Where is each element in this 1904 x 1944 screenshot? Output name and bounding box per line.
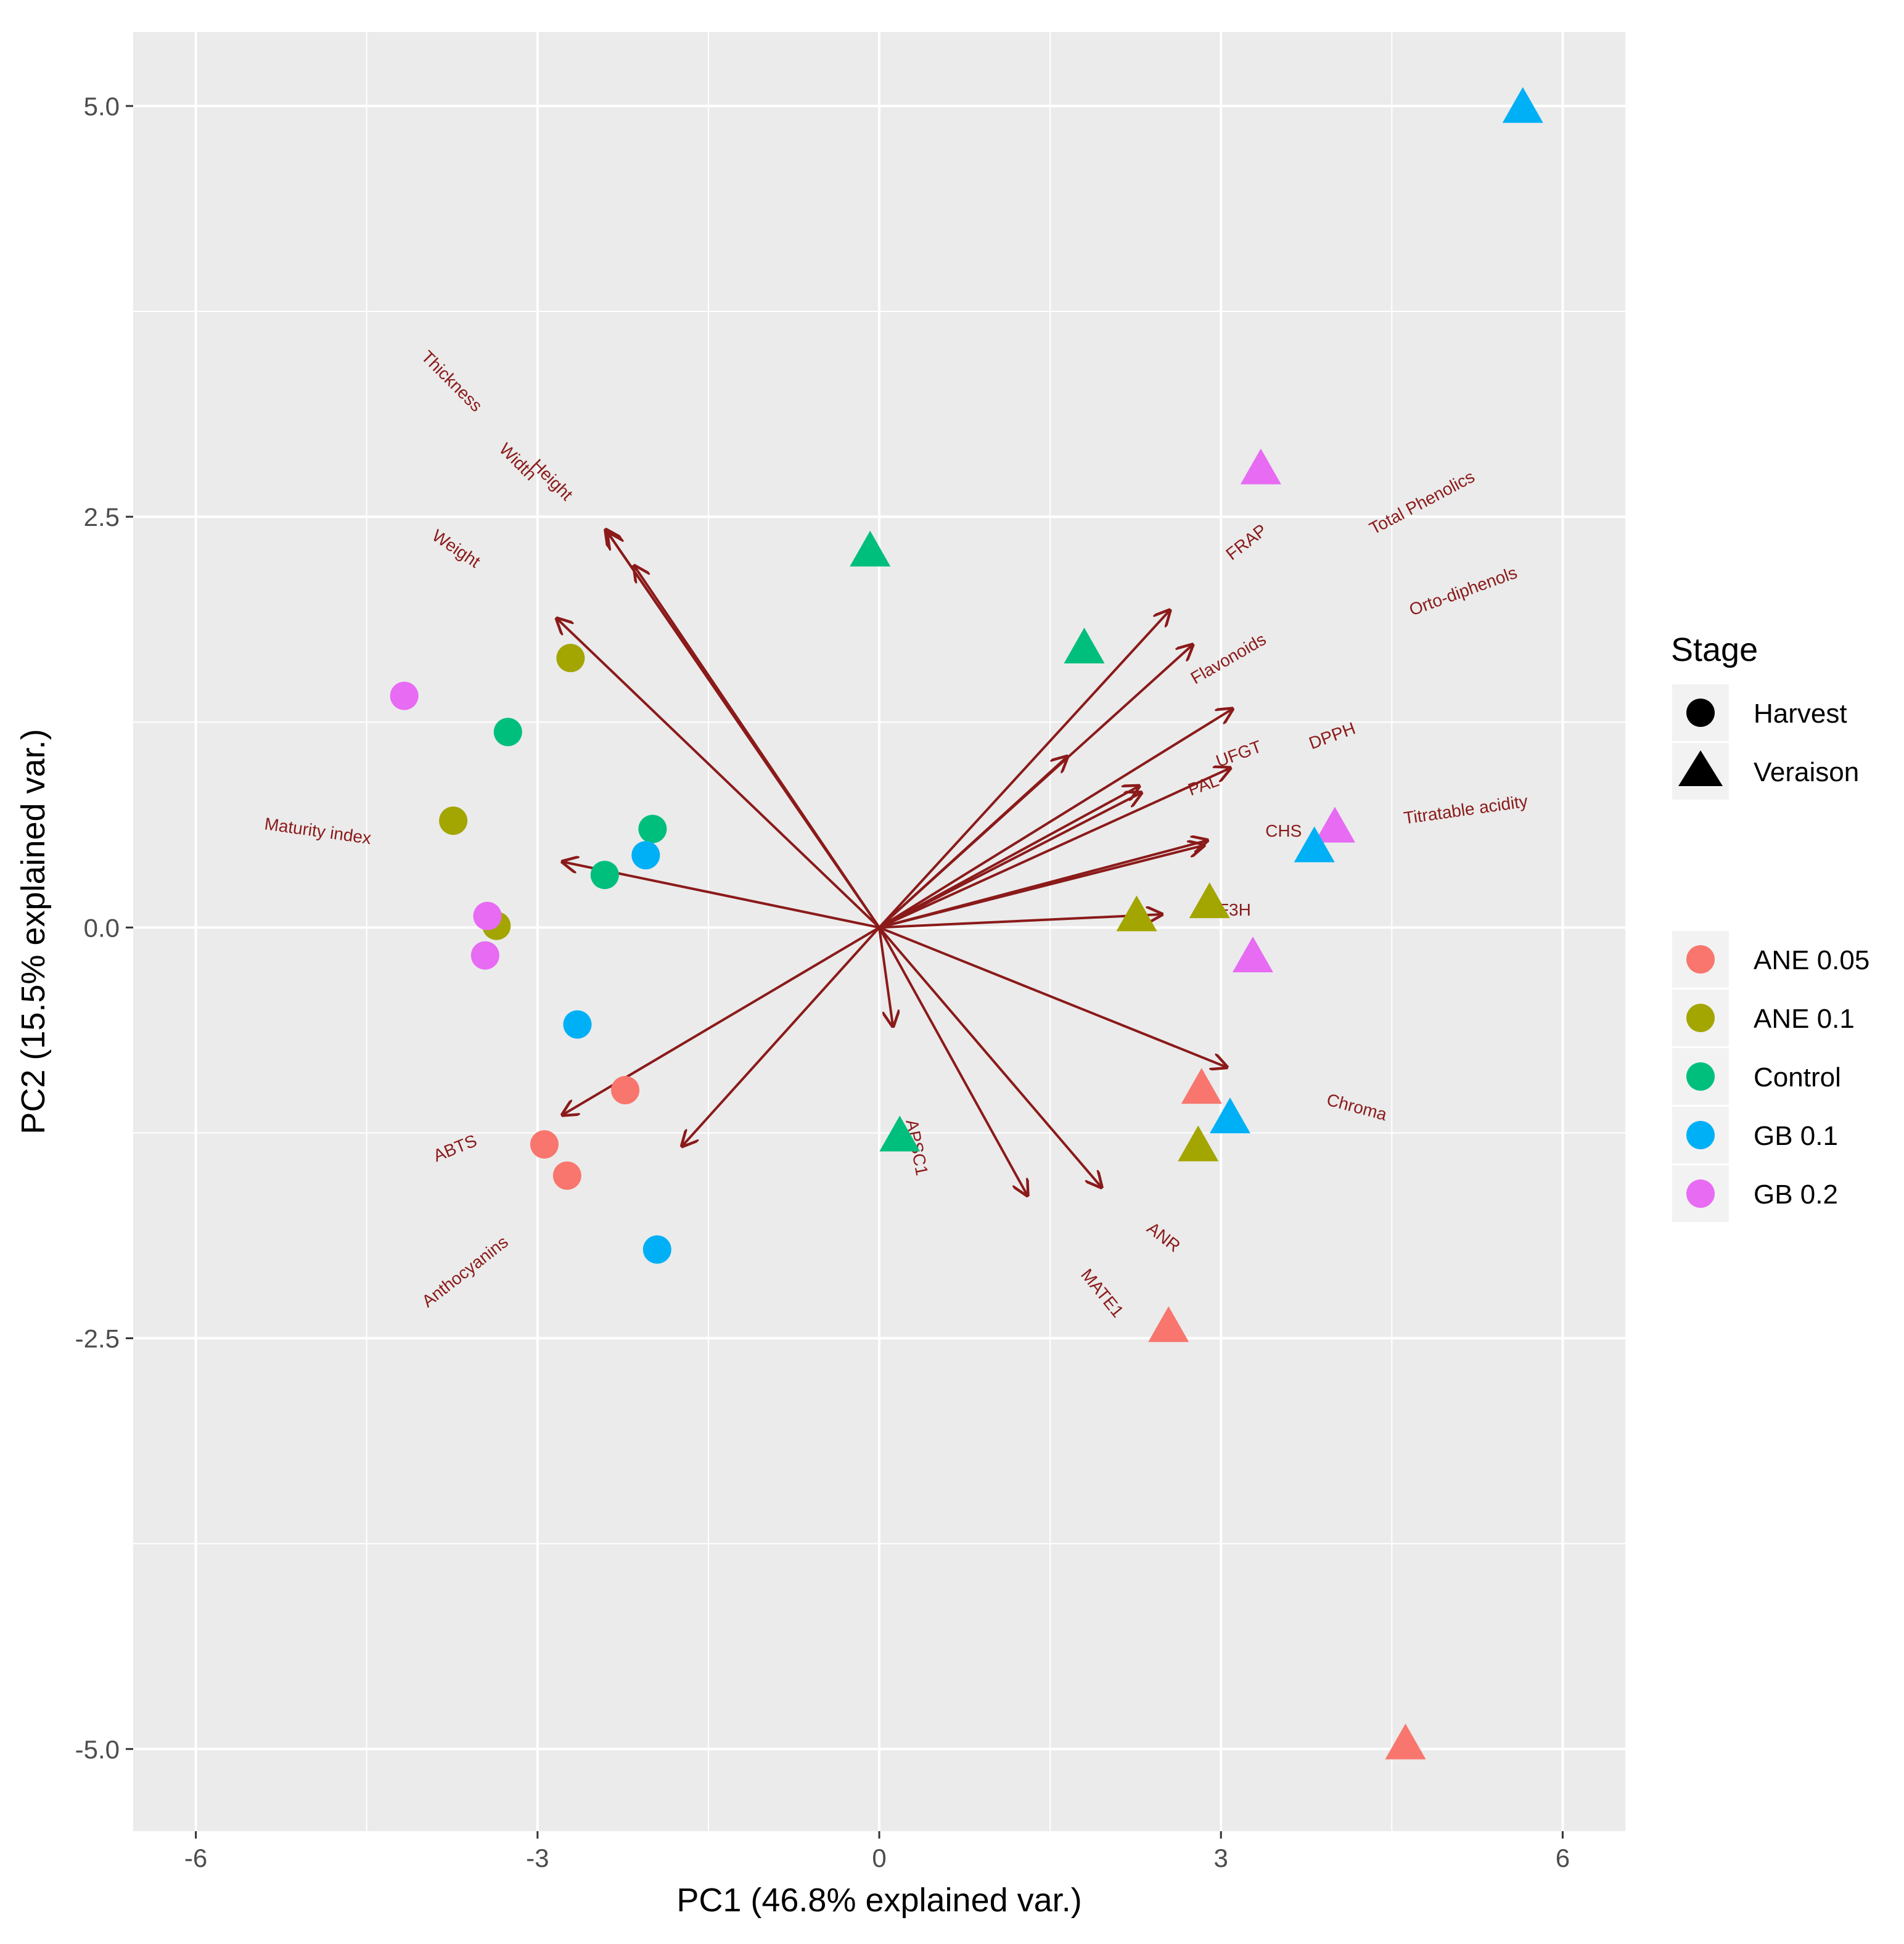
point-triangle <box>1294 826 1335 863</box>
legend-group-label: GB 0.2 <box>1754 1179 1838 1210</box>
loading-label: CHS <box>1265 821 1302 840</box>
loading-arrow <box>557 618 880 929</box>
loading-arrow <box>878 757 1067 929</box>
point-triangle <box>1178 1125 1219 1162</box>
y-tick-label: -2.5 <box>75 1324 120 1353</box>
point-circle <box>611 1076 640 1105</box>
point-triangle <box>1064 628 1105 664</box>
x-tick-label: 3 <box>1214 1844 1228 1872</box>
point-circle <box>563 1010 592 1039</box>
legend-color-swatch <box>1686 1004 1715 1032</box>
y-tick-label: 0.0 <box>84 913 120 942</box>
loading-arrow <box>879 768 1230 929</box>
x-tick-label: 0 <box>872 1844 886 1872</box>
loading-arrow <box>878 927 893 1026</box>
loading-arrow <box>879 914 1162 929</box>
legend-stage-label: Harvest <box>1754 699 1847 729</box>
legend-triangle-icon <box>1678 750 1723 786</box>
point-circle <box>590 861 619 890</box>
point-circle <box>631 841 660 870</box>
point-circle <box>493 718 522 747</box>
point-triangle <box>1209 1097 1250 1134</box>
legend-color-swatch <box>1686 1179 1715 1208</box>
point-circle <box>390 681 419 710</box>
legend-stage-title: Stage <box>1671 631 1758 668</box>
point-circle <box>470 941 499 970</box>
loading-arrow <box>879 840 1207 929</box>
point-circle <box>530 1130 559 1159</box>
legend-group-label: ANE 0.1 <box>1754 1004 1855 1034</box>
axes: -6 -3 0 3 6 -5.0 -2.5 0.0 2.5 5.0 <box>75 92 1570 1872</box>
point-triangle <box>1385 1723 1426 1760</box>
legend-color-swatch <box>1686 945 1715 974</box>
loading-arrow <box>878 610 1170 929</box>
point-triangle <box>879 1115 921 1152</box>
loading-arrow <box>879 926 1226 1067</box>
y-tick-label: 2.5 <box>84 502 120 531</box>
point-triangle <box>1189 882 1230 919</box>
point-circle <box>552 1161 581 1190</box>
legend-color-swatch <box>1686 1121 1715 1149</box>
point-circle <box>473 901 502 930</box>
point-triangle <box>850 530 891 567</box>
y-axis-title: PC2 (15.5% explained var.) <box>15 729 52 1134</box>
x-tick-label: 6 <box>1556 1844 1570 1872</box>
point-circle <box>439 806 468 835</box>
point-triangle <box>1314 806 1355 843</box>
y-tick-label: -5.0 <box>75 1735 120 1764</box>
x-tick-label: -6 <box>184 1844 207 1872</box>
x-tick-label: -3 <box>526 1844 549 1872</box>
score-points <box>390 87 1543 1760</box>
legend-color-swatch <box>1686 1062 1715 1091</box>
legend-circle-icon <box>1686 699 1715 727</box>
legends: Stage Harvest Veraison ANE 0.05 ANE 0.1 Contr… <box>1671 631 1869 1222</box>
legend-group-label: GB 0.1 <box>1754 1121 1838 1151</box>
legend-group-label: Control <box>1754 1062 1841 1093</box>
x-axis-title: PC1 (46.8% explained var.) <box>676 1882 1081 1919</box>
point-circle <box>642 1235 671 1264</box>
loading-arrow <box>878 927 1101 1187</box>
point-circle <box>638 814 667 843</box>
point-triangle <box>1148 1306 1189 1342</box>
legend-group-label: ANE 0.05 <box>1754 945 1869 975</box>
point-triangle <box>1181 1068 1222 1104</box>
loading-arrow <box>682 926 880 1146</box>
point-triangle <box>1232 937 1273 973</box>
loading-arrow <box>634 566 880 929</box>
loading-arrows <box>557 530 1232 1195</box>
point-circle <box>556 644 585 673</box>
loading-arrow <box>878 709 1233 929</box>
point-triangle <box>1502 87 1543 123</box>
point-triangle <box>1116 895 1157 932</box>
loading-arrow <box>879 786 1139 929</box>
loading-arrow <box>878 927 1027 1195</box>
point-triangle <box>1240 448 1281 485</box>
y-tick-label: 5.0 <box>84 92 120 121</box>
legend-stage-label: Veraison <box>1754 757 1859 787</box>
